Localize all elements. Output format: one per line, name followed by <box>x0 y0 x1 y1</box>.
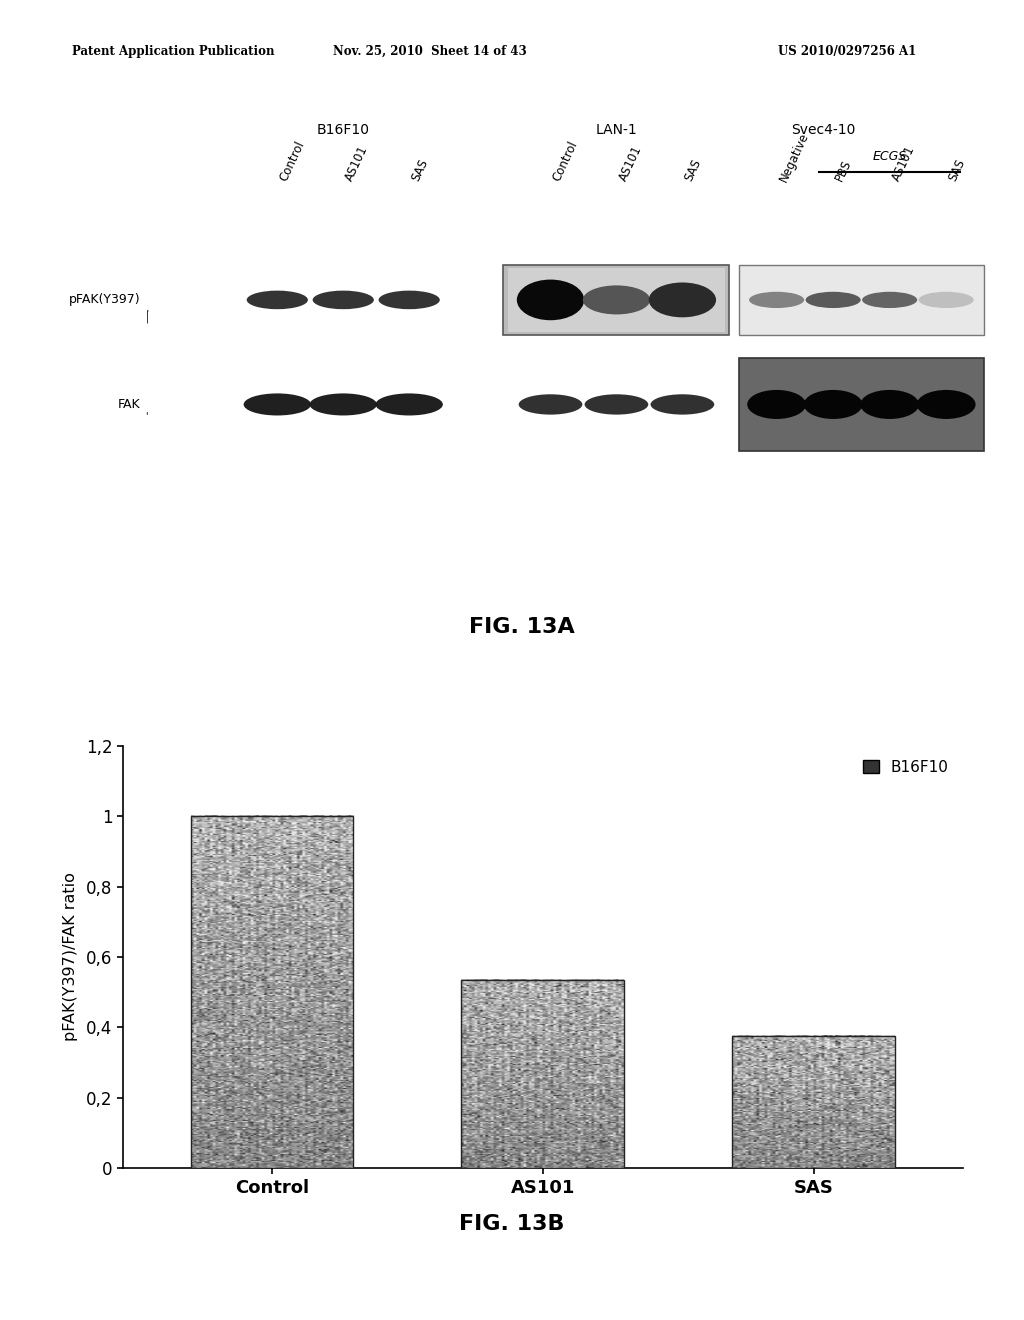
Text: |: | <box>145 312 148 322</box>
Ellipse shape <box>519 395 583 414</box>
Text: AS101: AS101 <box>343 144 371 183</box>
Ellipse shape <box>804 389 862 418</box>
Bar <box>462 979 624 1168</box>
Ellipse shape <box>862 292 918 308</box>
Ellipse shape <box>247 290 308 309</box>
Text: US 2010/0297256 A1: US 2010/0297256 A1 <box>778 45 916 58</box>
Text: B16F10: B16F10 <box>316 123 370 137</box>
Text: ,: , <box>145 304 148 314</box>
Text: LAN-1: LAN-1 <box>596 123 637 137</box>
Text: SAS: SAS <box>946 157 968 183</box>
Bar <box>739 265 984 335</box>
Text: Svec4-10: Svec4-10 <box>792 123 856 137</box>
Bar <box>732 1036 895 1168</box>
Text: FAK: FAK <box>118 397 140 411</box>
Text: Nov. 25, 2010  Sheet 14 of 43: Nov. 25, 2010 Sheet 14 of 43 <box>333 45 527 58</box>
Text: FIG. 13A: FIG. 13A <box>469 616 575 636</box>
Y-axis label: pFAK(Y397)/FAK ratio: pFAK(Y397)/FAK ratio <box>62 873 78 1041</box>
Ellipse shape <box>916 389 976 418</box>
Bar <box>508 268 725 331</box>
Text: AS101: AS101 <box>616 144 644 183</box>
Ellipse shape <box>379 290 440 309</box>
Legend: B16F10: B16F10 <box>857 754 955 780</box>
Bar <box>190 816 353 1168</box>
Ellipse shape <box>309 393 377 416</box>
Ellipse shape <box>919 292 974 308</box>
Text: Control: Control <box>278 140 307 183</box>
Text: SAS: SAS <box>682 157 703 183</box>
Ellipse shape <box>748 389 806 418</box>
Ellipse shape <box>583 285 650 314</box>
Text: Control: Control <box>551 140 581 183</box>
Ellipse shape <box>806 292 861 308</box>
Text: ': ' <box>145 411 147 421</box>
Text: ECGS: ECGS <box>872 150 906 164</box>
Bar <box>504 265 729 335</box>
Ellipse shape <box>585 395 648 414</box>
Ellipse shape <box>649 282 716 317</box>
Text: Patent Application Publication: Patent Application Publication <box>72 45 274 58</box>
Text: Negative: Negative <box>776 131 811 183</box>
Text: pFAK(Y397): pFAK(Y397) <box>69 293 140 306</box>
Bar <box>739 358 984 451</box>
Text: FIG. 13B: FIG. 13B <box>459 1214 565 1234</box>
Ellipse shape <box>650 395 714 414</box>
Text: SAS: SAS <box>410 157 431 183</box>
Text: PBS: PBS <box>834 158 854 183</box>
Ellipse shape <box>244 393 311 416</box>
Text: AS101: AS101 <box>890 144 918 183</box>
Ellipse shape <box>376 393 442 416</box>
Ellipse shape <box>517 280 584 321</box>
Ellipse shape <box>749 292 804 308</box>
Ellipse shape <box>312 290 374 309</box>
Ellipse shape <box>860 389 920 418</box>
